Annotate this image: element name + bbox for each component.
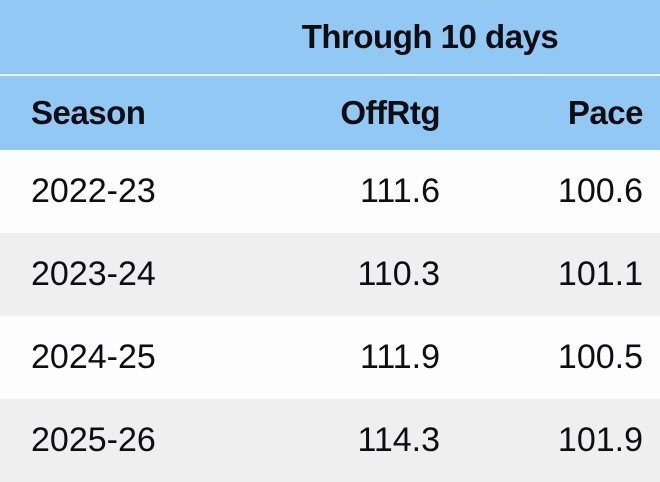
pace-cell: 101.9 bbox=[440, 399, 660, 482]
season-cell: 2025-26 bbox=[0, 399, 200, 482]
column-header-pace: Pace bbox=[440, 75, 660, 150]
banner-row: Through 10 days bbox=[0, 0, 660, 76]
table-row: 2022-23 111.6 100.6 bbox=[0, 150, 660, 233]
pace-cell: 100.6 bbox=[440, 150, 660, 233]
table-row: 2023-24 110.3 101.1 bbox=[0, 233, 660, 316]
table-title: Through 10 days bbox=[200, 0, 660, 76]
offrtg-cell: 111.9 bbox=[200, 316, 440, 399]
table-row: 2024-25 111.9 100.5 bbox=[0, 316, 660, 399]
pace-cell: 101.1 bbox=[440, 233, 660, 316]
banner-spacer bbox=[0, 0, 200, 76]
offrtg-cell: 114.3 bbox=[200, 399, 440, 482]
column-header-offrtg: OffRtg bbox=[200, 75, 441, 150]
column-header-row: Season OffRtg Pace bbox=[0, 75, 660, 150]
pace-cell: 100.5 bbox=[440, 316, 660, 399]
season-cell: 2022-23 bbox=[0, 150, 200, 233]
offrtg-cell: 111.6 bbox=[200, 150, 440, 233]
season-cell: 2024-25 bbox=[0, 316, 200, 399]
offrtg-cell: 110.3 bbox=[200, 233, 440, 316]
column-header-season: Season bbox=[0, 75, 200, 150]
season-cell: 2023-24 bbox=[0, 233, 200, 316]
table-row: 2025-26 114.3 101.9 bbox=[0, 399, 660, 482]
